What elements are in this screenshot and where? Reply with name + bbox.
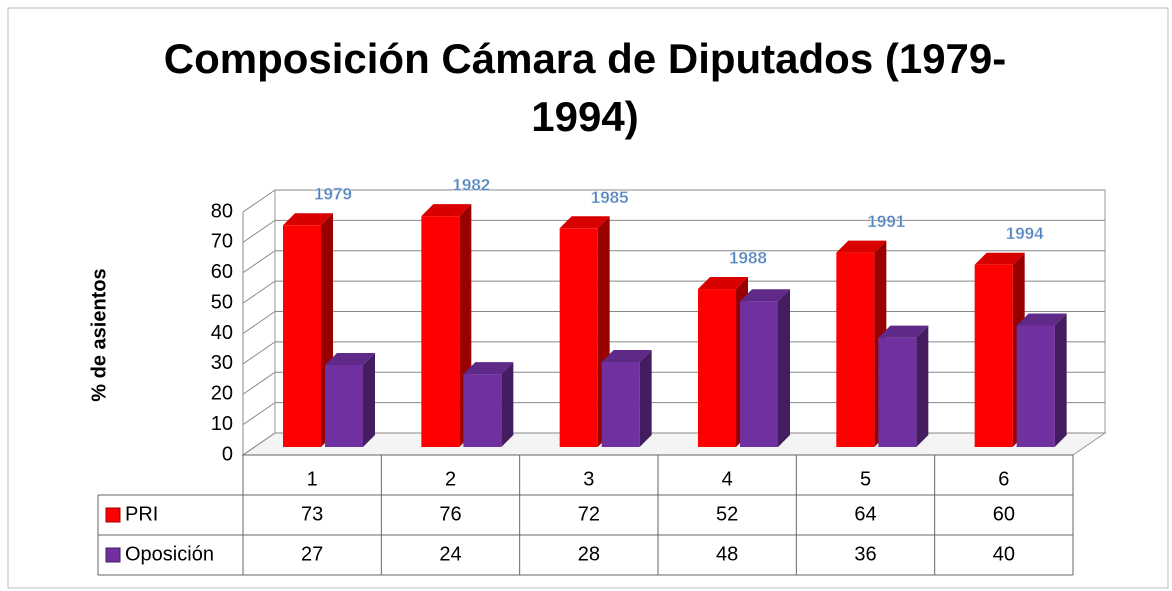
bar-top <box>325 352 375 365</box>
y-tick-label: 60 <box>211 261 233 283</box>
legend-swatch <box>105 507 121 523</box>
bar <box>601 361 640 447</box>
bar-side <box>639 349 652 447</box>
grid-line <box>242 432 276 456</box>
bar-side <box>363 352 375 447</box>
bar-top <box>1016 313 1067 326</box>
bar-top <box>974 252 1025 265</box>
bar <box>974 264 1013 447</box>
bar-top <box>559 216 610 229</box>
bar-top <box>740 289 790 302</box>
table-value: 40 <box>993 543 1015 565</box>
table-value: 24 <box>439 543 461 565</box>
table-value: 64 <box>854 503 876 525</box>
grid-line <box>242 189 276 213</box>
y-axis-label: % de asientos <box>88 268 110 401</box>
y-tick-label: 10 <box>211 413 233 435</box>
grid-line <box>242 341 276 365</box>
y-tick-label: 0 <box>222 443 233 465</box>
table-value: 48 <box>716 543 738 565</box>
annotation: 1985 <box>591 188 629 207</box>
bar-side <box>1054 313 1067 447</box>
y-tick-label: 40 <box>211 322 233 344</box>
bar-top <box>463 362 514 375</box>
grid-line <box>242 219 276 243</box>
annotation: 1991 <box>867 212 905 231</box>
annotation: 1994 <box>1006 224 1044 243</box>
x-tick-label: 2 <box>445 468 456 490</box>
y-tick-label: 50 <box>211 291 233 313</box>
bar <box>1016 325 1055 447</box>
x-tick-label: 1 <box>307 468 318 490</box>
grid-line <box>242 311 276 334</box>
legend-swatch <box>105 547 121 563</box>
bar-top <box>878 325 929 338</box>
table-value: 36 <box>854 543 876 565</box>
x-tick-label: 3 <box>583 468 594 490</box>
bar-top <box>421 204 472 217</box>
annotation: 1979 <box>314 185 352 204</box>
grid-line <box>242 250 276 274</box>
legend-label: Oposición <box>125 543 214 565</box>
bar <box>740 301 778 447</box>
bar-top <box>698 277 748 290</box>
grid-line <box>242 371 276 395</box>
grid-line <box>242 402 276 426</box>
table-value: 52 <box>716 503 738 525</box>
bar-top <box>601 349 652 362</box>
table-value: 27 <box>301 543 323 565</box>
grid-line <box>242 280 276 304</box>
annotation: 1988 <box>729 249 767 268</box>
table-value: 76 <box>439 503 461 525</box>
y-tick-label: 30 <box>211 352 233 374</box>
bar <box>463 374 502 447</box>
x-tick-label: 4 <box>722 468 733 490</box>
bar <box>836 252 875 447</box>
bar <box>283 225 321 447</box>
frame <box>7 7 1169 589</box>
bar <box>421 216 460 447</box>
annotation: 1982 <box>452 176 490 195</box>
y-tick-label: 80 <box>211 200 233 222</box>
table-value: 73 <box>301 503 323 525</box>
bar <box>325 364 363 447</box>
legend-label: PRI <box>125 503 158 525</box>
bar <box>698 289 736 447</box>
bar-side <box>916 325 929 447</box>
chart-title: Composición Cámara de Diputados (1979-19… <box>163 35 1007 140</box>
x-tick-label: 6 <box>998 468 1009 490</box>
bar-side <box>501 362 514 447</box>
table-value: 60 <box>993 503 1015 525</box>
bar <box>559 228 598 447</box>
bar-top <box>836 240 887 253</box>
bar <box>878 337 917 447</box>
bar-top <box>283 213 333 226</box>
y-tick-label: 70 <box>211 231 233 253</box>
table-value: 28 <box>578 543 600 565</box>
table-value: 72 <box>578 503 600 525</box>
y-tick-label: 20 <box>211 383 233 405</box>
bar-side <box>778 289 790 447</box>
x-tick-label: 5 <box>860 468 871 490</box>
